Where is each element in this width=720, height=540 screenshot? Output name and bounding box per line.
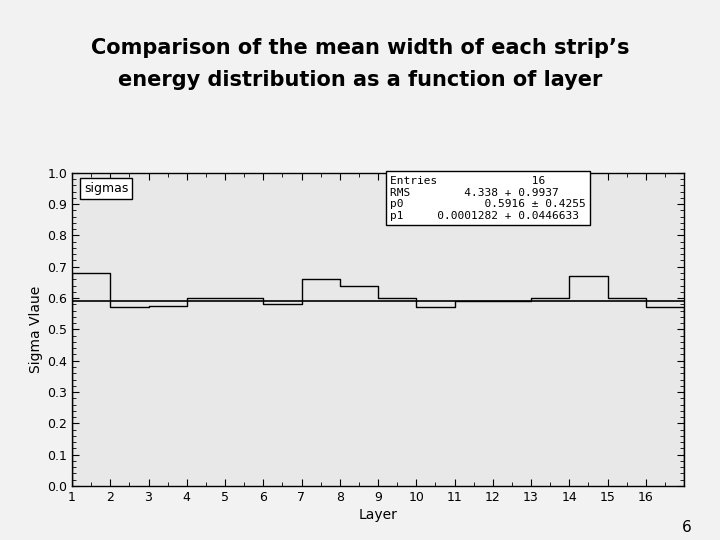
X-axis label: Layer: Layer	[359, 508, 397, 522]
Y-axis label: Sigma Vlaue: Sigma Vlaue	[29, 286, 43, 373]
Text: 6: 6	[681, 519, 691, 535]
Text: Comparison of the mean width of each strip’s: Comparison of the mean width of each str…	[91, 38, 629, 58]
Text: energy distribution as a function of layer: energy distribution as a function of lay…	[118, 70, 602, 90]
Text: Entries              16
RMS        4.338 + 0.9937
p0            0.5916 ± 0.4255
: Entries 16 RMS 4.338 + 0.9937 p0 0.5916 …	[390, 176, 586, 221]
Text: sigmas: sigmas	[84, 182, 129, 195]
